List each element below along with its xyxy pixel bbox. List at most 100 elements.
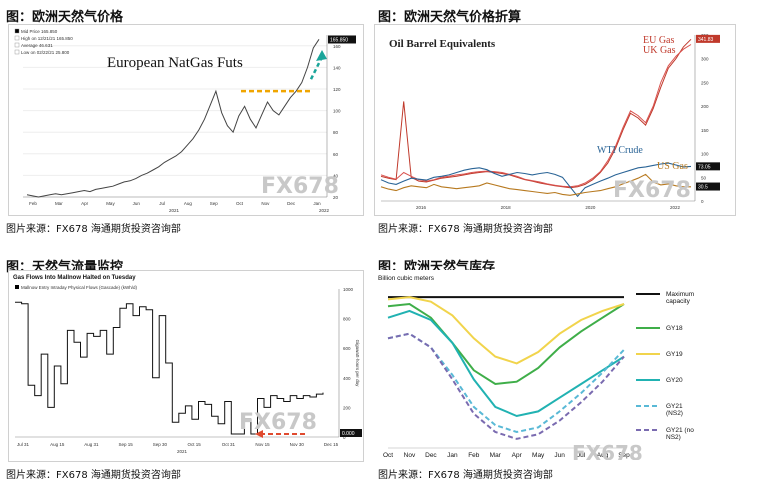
x-tick-label: Jul 31 — [17, 442, 30, 447]
x-tick-label: May — [532, 452, 545, 459]
x-tick-label: Oct — [236, 201, 244, 206]
y-axis-label: Gigawatt-hours per day — [355, 340, 360, 388]
x-tick-label: Aug 15 — [50, 442, 65, 447]
x-tick-label: Jun — [133, 201, 141, 206]
series-label: EU Gas — [643, 35, 674, 46]
y-tick-label: 60 — [333, 152, 339, 157]
panel-oil-equivalents: 图：欧洲天然气价格折算 0501001502002503003502016201… — [374, 0, 766, 240]
panel-title: 图：欧洲天然气价格折算 — [378, 10, 522, 25]
x-tick-label: Nov — [261, 201, 270, 206]
year-label: 2021 — [177, 449, 188, 454]
last-value-box — [696, 182, 720, 191]
legend-label: (NS2) — [666, 410, 683, 417]
series-line-1 — [387, 302, 625, 386]
x-tick-label: Apr — [512, 452, 523, 459]
y-tick-label: 0 — [343, 435, 346, 440]
series-line-2 — [380, 162, 692, 198]
panel-title: 图：欧洲天然气价格 — [6, 10, 124, 25]
panel-storage: 图：欧洲天然气库存 Billion cubic meters Oct Nov Dec J… — [374, 250, 766, 490]
x-tick-label: Sep — [210, 201, 219, 206]
year-label: 2022 — [319, 208, 330, 213]
watermark: FX678 — [613, 178, 691, 203]
y-tick-label: 400 — [343, 376, 351, 381]
legend-label: GY20 — [666, 377, 683, 384]
y-tick-label: 800 — [343, 317, 351, 322]
x-tick-label: Nov 30 — [290, 442, 305, 447]
legend-swatch — [14, 28, 20, 34]
y-tick-label: 120 — [333, 87, 341, 92]
x-tick-label: Dec — [287, 201, 296, 206]
chart-area: Gas Flows Into Mallnow Halted on Tuesday… — [8, 270, 364, 462]
y-tick-label: 200 — [343, 405, 351, 410]
eu-gas-chart: 20 40 60 80 100 120 140 160 Feb Mar Apr May Jun Jul Au… — [14, 28, 356, 213]
series-line-2 — [387, 296, 625, 365]
panel-eu-gas-price: 图：欧洲天然气价格 20 40 60 80 100 120 140 160 Feb Mar Apr M… — [0, 0, 380, 240]
legend-swatch — [14, 35, 20, 41]
last-value-box — [340, 429, 362, 437]
x-tick-label: Jan — [447, 452, 458, 459]
year-label: 2021 — [169, 208, 180, 213]
y-tick-label: 150 — [701, 128, 709, 133]
source-note: 图片来源：FX678 海通期货投资咨询部 — [6, 224, 181, 235]
legend-swatch — [14, 49, 20, 55]
legend-label: Maximum — [666, 291, 694, 298]
x-tick-label: Oct — [383, 452, 393, 459]
x-tick-label: Feb — [468, 452, 480, 459]
watermark: FX678 — [239, 410, 317, 435]
x-tick-label: Dec 15 — [324, 442, 339, 447]
x-tick-label: 2022 — [670, 205, 681, 210]
legend-label: NS2) — [666, 434, 681, 441]
y-tick-label: 100 — [701, 152, 709, 157]
y-tick-label: 1000 — [343, 287, 354, 292]
legend-label: Mid Price 165.850 — [21, 29, 58, 34]
y-tick-label: 140 — [333, 65, 341, 70]
x-tick-label: Aug — [184, 201, 193, 206]
x-tick-label: Oct 31 — [222, 442, 236, 447]
series-line-3 — [387, 309, 625, 418]
legend-label: Low on 02/22/21 25.800 — [21, 50, 70, 55]
series-line-0 — [380, 38, 692, 189]
chart-area: Billion cubic meters Oct Nov Dec Jan Feb Mar Ap… — [374, 270, 734, 460]
last-value-label: 0.000 — [342, 431, 355, 437]
y-tick-label: 300 — [701, 57, 709, 62]
legend-label: GY19 — [666, 351, 683, 358]
y-tick-label: 20 — [333, 195, 339, 200]
storage-chart: Billion cubic meters Oct Nov Dec Jan Feb Mar Ap… — [378, 275, 694, 460]
trend-arrow — [309, 58, 323, 80]
y-tick-label: 250 — [701, 80, 709, 85]
chart-area: 0501001502002503003502016201820202022Oil… — [374, 24, 736, 216]
watermark: FX678 — [261, 174, 339, 199]
last-value-box — [696, 34, 720, 43]
y-tick-label: 0 — [701, 199, 704, 204]
x-tick-label: Jan — [313, 201, 321, 206]
x-tick-label: Aug — [597, 452, 609, 459]
legend-label: Average 46.631 — [21, 43, 53, 48]
panel-flow-monitor: 图：天然气流量监控 Gas Flows Into Mallnow Halted … — [0, 250, 380, 490]
series-label: US Gas — [657, 161, 688, 172]
x-tick-label: Apr — [81, 201, 89, 206]
y-axis-label: Billion cubic meters — [378, 275, 435, 282]
x-tick-label: Jun — [554, 452, 565, 459]
last-value-box — [696, 162, 720, 171]
series-line-1 — [380, 44, 692, 188]
y-tick-label: 50 — [701, 175, 707, 180]
oil-equivalents-chart: 0501001502002503003502016201820202022Oil… — [380, 33, 720, 210]
x-tick-label: 2020 — [585, 205, 596, 210]
legend-label: GY21 — [666, 403, 683, 410]
last-value-label: 73.05 — [698, 164, 711, 170]
x-tick-label: May — [106, 201, 115, 206]
chart-title: Gas Flows Into Mallnow Halted on Tuesday — [13, 275, 136, 281]
price-line — [26, 39, 320, 198]
source-note: 图片来源：FX678 海通期货投资咨询部 — [378, 470, 553, 481]
legend-label: GY21 (no — [666, 427, 694, 434]
chart-title: Oil Barrel Equivalents — [389, 38, 496, 50]
last-value-label: 30.5 — [698, 185, 708, 191]
x-tick-label: Nov — [404, 452, 416, 459]
legend-swatch — [15, 285, 19, 289]
y-tick-label: 600 — [343, 346, 351, 351]
chart-area: 20 40 60 80 100 120 140 160 Feb Mar Apr May Jun Jul Au… — [8, 24, 364, 216]
y-tick-label: 80 — [333, 130, 339, 135]
x-tick-label: Dec — [425, 452, 437, 459]
watermark: FX678 — [572, 441, 643, 460]
source-note: 图片来源：FX678 海通期货投资咨询部 — [378, 224, 553, 235]
